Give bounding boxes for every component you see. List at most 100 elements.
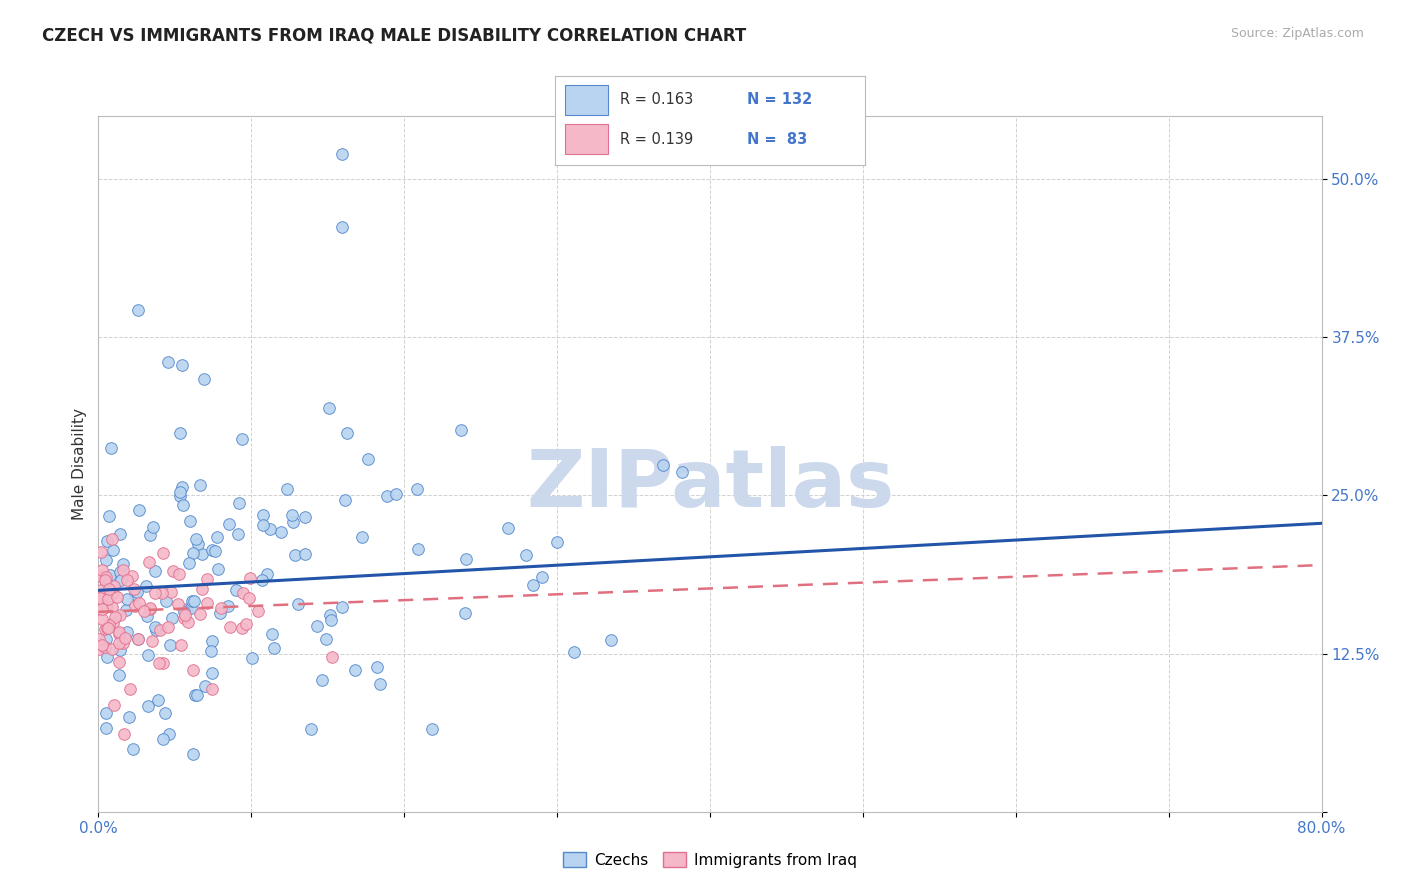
Point bbox=[205, 530, 228, 544]
Point bbox=[232, 586, 254, 600]
Point bbox=[195, 596, 218, 610]
Point bbox=[179, 556, 201, 570]
Point bbox=[454, 606, 477, 620]
Point bbox=[186, 532, 208, 546]
Point bbox=[515, 548, 537, 562]
Point bbox=[321, 650, 343, 665]
Point bbox=[121, 569, 143, 583]
Point bbox=[128, 502, 150, 516]
Point bbox=[103, 579, 125, 593]
Point bbox=[138, 555, 160, 569]
Point bbox=[98, 618, 121, 632]
Point bbox=[599, 632, 621, 647]
Point bbox=[276, 482, 298, 496]
Point bbox=[200, 643, 222, 657]
Point bbox=[160, 585, 183, 599]
Point bbox=[139, 528, 162, 542]
Point bbox=[111, 635, 134, 649]
Point bbox=[90, 583, 112, 598]
Point bbox=[127, 585, 149, 599]
Point bbox=[652, 458, 675, 473]
Point bbox=[176, 602, 198, 616]
Point bbox=[94, 632, 117, 646]
Point bbox=[91, 589, 114, 603]
Point bbox=[97, 621, 120, 635]
Point bbox=[231, 621, 253, 635]
Point bbox=[174, 607, 197, 622]
Point bbox=[108, 626, 131, 640]
Point bbox=[172, 479, 194, 493]
Point bbox=[287, 597, 309, 611]
Point bbox=[170, 638, 193, 652]
Point bbox=[97, 509, 120, 524]
Point bbox=[201, 681, 224, 696]
Point bbox=[333, 492, 356, 507]
Point bbox=[136, 648, 159, 663]
Point bbox=[110, 573, 132, 587]
Point bbox=[141, 634, 163, 648]
Point bbox=[134, 604, 156, 618]
Point bbox=[160, 611, 183, 625]
Point bbox=[94, 573, 117, 587]
Point bbox=[305, 618, 328, 632]
Point bbox=[239, 571, 262, 585]
Point bbox=[152, 546, 174, 560]
Point bbox=[149, 624, 172, 638]
Point bbox=[120, 681, 142, 696]
Point bbox=[235, 617, 257, 632]
Point bbox=[101, 616, 124, 631]
Point bbox=[143, 565, 166, 579]
Point bbox=[148, 692, 170, 706]
Point bbox=[262, 627, 284, 641]
Point bbox=[153, 706, 176, 720]
Point bbox=[111, 558, 134, 572]
Point bbox=[145, 623, 167, 637]
Point bbox=[330, 147, 353, 161]
Point bbox=[190, 547, 212, 561]
Point bbox=[384, 487, 406, 501]
Legend: Czechs, Immigrants from Iraq: Czechs, Immigrants from Iraq bbox=[557, 846, 863, 873]
Point bbox=[97, 592, 120, 607]
Point bbox=[194, 679, 217, 693]
Point bbox=[143, 619, 166, 633]
Point bbox=[207, 562, 229, 576]
Point bbox=[281, 516, 304, 530]
Point bbox=[184, 688, 207, 702]
Point bbox=[368, 677, 391, 691]
Point bbox=[284, 548, 307, 562]
Point bbox=[330, 599, 353, 614]
Point bbox=[94, 622, 117, 636]
Text: R = 0.139: R = 0.139 bbox=[620, 132, 693, 146]
Point bbox=[294, 509, 316, 524]
Point bbox=[115, 603, 138, 617]
Point bbox=[259, 522, 281, 536]
Point bbox=[87, 632, 110, 646]
Point bbox=[122, 742, 145, 756]
Point bbox=[357, 452, 380, 467]
Point bbox=[270, 525, 292, 540]
Point bbox=[108, 527, 131, 541]
Point bbox=[319, 608, 342, 623]
Point bbox=[90, 602, 112, 616]
Point bbox=[94, 599, 117, 614]
Point bbox=[311, 673, 333, 688]
Point bbox=[87, 588, 110, 602]
Point bbox=[143, 586, 166, 600]
Point bbox=[128, 596, 150, 610]
Point bbox=[100, 533, 122, 547]
Point bbox=[94, 574, 117, 589]
Point bbox=[200, 543, 222, 558]
Point bbox=[103, 586, 125, 600]
Point bbox=[522, 578, 544, 592]
Point bbox=[115, 592, 138, 607]
Point bbox=[159, 638, 181, 652]
Point bbox=[136, 699, 159, 714]
Text: ZIPatlas: ZIPatlas bbox=[526, 446, 894, 524]
FancyBboxPatch shape bbox=[565, 85, 607, 115]
Point bbox=[263, 640, 285, 655]
Point bbox=[252, 508, 274, 522]
Point bbox=[208, 607, 231, 621]
Point bbox=[173, 605, 195, 619]
Point bbox=[157, 727, 180, 741]
Point bbox=[408, 542, 430, 557]
